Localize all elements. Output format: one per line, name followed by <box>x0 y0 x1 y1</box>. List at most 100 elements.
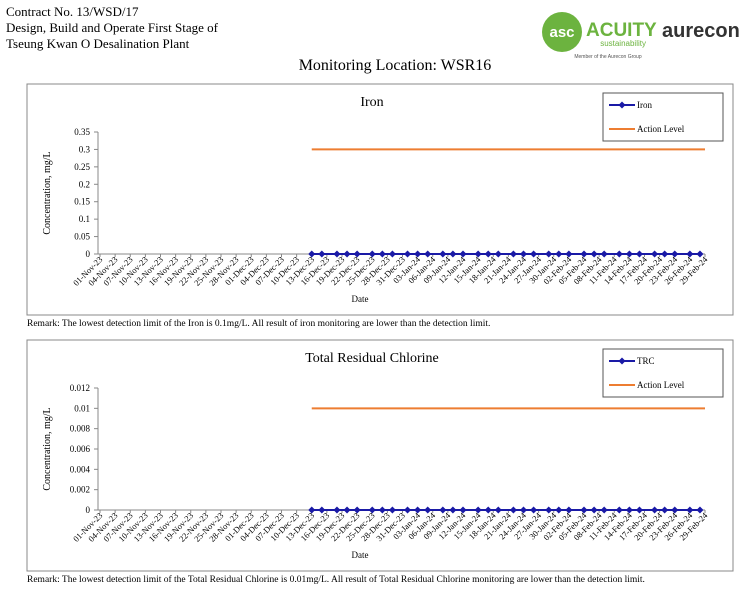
data-point <box>368 506 376 514</box>
logo-member: Member of the Aurecon Group <box>574 54 641 60</box>
data-point <box>484 506 492 514</box>
data-point <box>449 506 457 514</box>
y-tick-label: 0.25 <box>74 162 90 172</box>
data-point <box>651 506 659 514</box>
data-point <box>600 250 608 258</box>
data-point <box>696 250 704 258</box>
y-tick-label: 0.002 <box>70 485 90 495</box>
data-point <box>625 250 633 258</box>
y-tick-label: 0.006 <box>70 444 91 454</box>
data-point <box>368 250 376 258</box>
chart-frame <box>26 339 734 572</box>
data-point <box>404 506 412 514</box>
y-tick-label: 0 <box>86 505 91 515</box>
data-point <box>565 250 573 258</box>
data-point <box>590 506 598 514</box>
legend-marker <box>618 101 626 109</box>
data-point <box>696 506 704 514</box>
data-point <box>686 506 694 514</box>
legend-label: Iron <box>637 100 652 110</box>
legend-label: Action Level <box>637 124 685 134</box>
header-line: Tseung Kwan O Desalination Plant <box>6 36 190 51</box>
data-point <box>615 506 623 514</box>
data-point <box>439 506 447 514</box>
y-tick-label: 0.3 <box>79 144 91 154</box>
data-point <box>404 250 412 258</box>
x-axis-label: Date <box>352 294 369 304</box>
data-point <box>625 506 633 514</box>
data-point <box>635 506 643 514</box>
data-point <box>414 250 422 258</box>
data-point <box>378 250 386 258</box>
logo-circle <box>542 12 582 52</box>
y-tick-label: 0.008 <box>70 424 91 434</box>
data-point <box>459 250 467 258</box>
data-point <box>600 506 608 514</box>
data-point <box>308 250 316 258</box>
data-point <box>580 250 588 258</box>
subtitle: Monitoring Location: WSR16 <box>299 57 492 74</box>
data-point <box>580 506 588 514</box>
y-tick-label: 0.05 <box>74 232 90 242</box>
data-point <box>520 506 527 514</box>
remark: Remark: The lowest detection limit of th… <box>27 574 645 585</box>
data-point <box>530 250 538 258</box>
data-point <box>590 250 598 258</box>
data-point <box>651 250 659 258</box>
data-point <box>439 250 447 258</box>
data-point <box>509 250 517 258</box>
data-point <box>635 250 643 258</box>
data-point <box>388 250 396 258</box>
y-tick-label: 0.35 <box>74 127 90 137</box>
data-point <box>671 506 679 514</box>
data-point <box>565 506 573 514</box>
x-axis-label: Date <box>352 550 369 560</box>
legend-box <box>602 348 724 398</box>
y-tick-label: 0.012 <box>70 383 90 393</box>
legend-label: TRC <box>637 356 655 366</box>
y-tick-label: 0.15 <box>74 197 90 207</box>
data-point <box>378 506 386 514</box>
y-tick-label: 0.2 <box>79 179 90 189</box>
chart-title: Iron <box>360 95 383 110</box>
y-tick-label: 0.01 <box>74 403 90 413</box>
data-point <box>661 250 669 258</box>
header-line: Design, Build and Operate First Stage of <box>6 20 219 35</box>
data-point <box>414 506 422 514</box>
data-point <box>555 250 563 258</box>
data-point <box>343 250 351 258</box>
data-point <box>671 250 679 258</box>
data-point <box>474 250 482 258</box>
data-point <box>474 506 482 514</box>
data-point <box>459 506 467 514</box>
data-point <box>545 250 553 258</box>
header-line: Contract No. 13/WSD/17 <box>6 4 139 19</box>
data-point <box>353 250 361 258</box>
chart-frame <box>26 83 734 316</box>
data-point <box>318 506 326 514</box>
data-point <box>494 250 502 258</box>
data-point <box>686 250 694 258</box>
logo-name: ACUITY <box>586 20 657 41</box>
y-tick-label: 0.004 <box>70 464 91 474</box>
logo-tagline: sustainability <box>600 39 646 48</box>
data-point <box>530 506 538 514</box>
partner-logo: aurecon <box>662 20 740 42</box>
legend-label: Action Level <box>637 380 685 390</box>
data-point <box>545 506 553 514</box>
data-point <box>555 506 563 514</box>
y-tick-label: 0 <box>86 249 91 259</box>
data-point <box>509 506 517 514</box>
y-axis-label: Concentration, mg/L <box>42 151 53 234</box>
y-axis-label: Concentration, mg/L <box>42 407 53 490</box>
data-point <box>318 250 326 258</box>
data-point <box>424 250 432 258</box>
data-point <box>333 506 341 514</box>
data-point <box>520 250 527 258</box>
data-point <box>615 250 623 258</box>
data-point <box>353 506 361 514</box>
logo-mark: asc <box>549 24 574 41</box>
data-point <box>449 250 457 258</box>
data-point <box>308 506 316 514</box>
